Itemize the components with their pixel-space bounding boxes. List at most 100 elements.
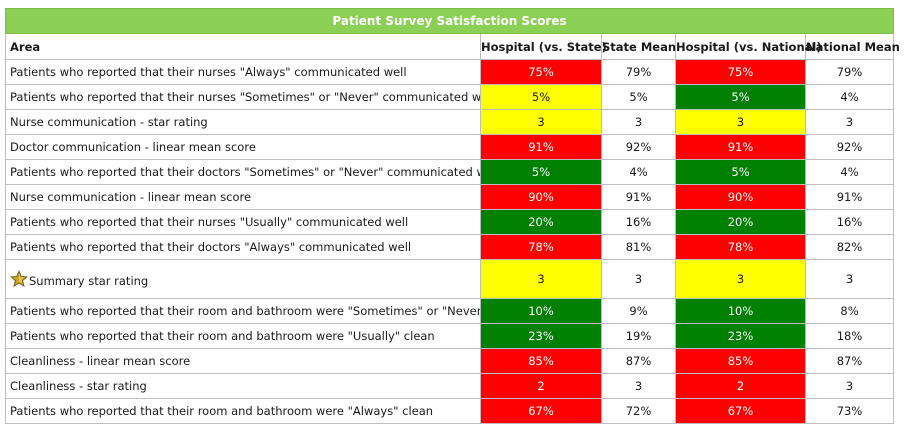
national-mean-cell: 91% [804,184,895,210]
survey-table: Patient Survey Satisfaction Scores Area … [4,8,900,424]
column-header-hospital-vs-national: Hospital (vs. National) [675,33,822,60]
hospital-vs-state-cell: 67% [480,398,602,424]
hospital-vs-state-cell: 10% [480,298,602,324]
row-area-label: Patients who reported that their nurses … [10,215,409,229]
row-area-cell: Nurse communication - star rating [5,109,481,135]
state-mean-cell: 3 [601,373,676,399]
table-body: Patients who reported that their nurses … [5,59,895,424]
state-mean-cell: 92% [601,134,676,160]
national-mean-cell: 73% [804,398,895,424]
hospital-vs-national-cell: 10% [675,298,806,324]
hospital-vs-state-cell: 91% [480,134,602,160]
national-mean-cell: 79% [804,59,895,85]
table-row: Cleanliness - star rating 2 3 2 3 [5,373,895,399]
row-area-label: Cleanliness - linear mean score [10,354,191,368]
row-area-label: Patients who reported that their room an… [10,304,481,318]
hospital-vs-state-cell: 2 [480,373,602,399]
hospital-vs-national-cell: 90% [675,184,806,210]
state-mean-cell: 79% [601,59,676,85]
row-area-label: Nurse communication - linear mean score [10,190,252,204]
state-mean-cell: 3 [601,109,676,135]
row-area-label: Nurse communication - star rating [10,115,208,129]
national-mean-cell: 8% [804,298,895,324]
hospital-vs-state-cell: 5% [480,84,602,110]
hospital-vs-national-cell: 85% [675,348,806,374]
hospital-vs-national-cell: 5% [675,159,806,185]
table-row: Nurse communication - star rating 3 3 3 3 [5,109,895,135]
state-mean-cell: 81% [601,234,676,260]
star-icon [9,269,29,288]
hospital-vs-national-cell: 3 [675,109,806,135]
national-mean-cell: 16% [804,209,895,235]
table-row: Patients who reported that their doctors… [5,234,895,260]
row-area-cell: Nurse communication - linear mean score [5,184,481,210]
state-mean-cell: 3 [601,259,676,299]
table-title: Patient Survey Satisfaction Scores [4,8,895,34]
table-row: Doctor communication - linear mean score… [5,134,895,160]
national-mean-cell: 82% [804,234,895,260]
row-area-label: Patients who reported that their room an… [10,329,435,343]
hospital-vs-national-cell: 75% [675,59,806,85]
column-header-area: Area [5,33,481,60]
row-area-cell: Patients who reported that their nurses … [5,209,481,235]
hospital-vs-national-cell: 5% [675,84,806,110]
table-row: Nurse communication - linear mean score 9… [5,184,895,210]
hospital-vs-national-cell: 67% [675,398,806,424]
hospital-vs-national-cell: 2 [675,373,806,399]
row-area-cell: Cleanliness - linear mean score [5,348,481,374]
national-mean-cell: 3 [804,373,895,399]
national-mean-cell: 87% [804,348,895,374]
table-row: Patients who reported that their nurses … [5,209,895,235]
row-area-cell: Doctor communication - linear mean score [5,134,481,160]
row-area-cell: Patients who reported that their doctors… [5,234,481,260]
table-row: Summary star rating 3 3 3 3 [5,259,895,299]
hospital-vs-state-cell: 20% [480,209,602,235]
row-area-label: Patients who reported that their doctors… [10,240,412,254]
national-mean-cell: 4% [804,84,895,110]
hospital-vs-state-cell: 78% [480,234,602,260]
table-row: Patients who reported that their doctors… [5,159,895,185]
row-area-label: Doctor communication - linear mean score [10,140,256,154]
hospital-vs-state-cell: 90% [480,184,602,210]
state-mean-cell: 87% [601,348,676,374]
state-mean-cell: 9% [601,298,676,324]
row-area-label: Patients who reported that their room an… [10,404,434,418]
row-area-cell: Cleanliness - star rating [5,373,481,399]
row-area-label: Patients who reported that their nurses … [10,65,407,79]
hospital-vs-state-cell: 75% [480,59,602,85]
column-header-national-mean: National Mean [804,33,900,60]
hospital-vs-state-cell: 23% [480,323,602,349]
hospital-vs-national-cell: 23% [675,323,806,349]
table-row: Patients who reported that their room an… [5,298,895,324]
state-mean-cell: 19% [601,323,676,349]
national-mean-cell: 3 [804,259,895,299]
state-mean-cell: 16% [601,209,676,235]
hospital-vs-state-cell: 5% [480,159,602,185]
row-area-cell: Patients who reported that their nurses … [5,59,481,85]
national-mean-cell: 18% [804,323,895,349]
hospital-vs-national-cell: 3 [675,259,806,299]
state-mean-cell: 4% [601,159,676,185]
national-mean-cell: 92% [804,134,895,160]
row-area-label: Cleanliness - star rating [10,379,147,393]
row-area-cell: Patients who reported that their room an… [5,398,481,424]
row-area-label: Patients who reported that their doctors… [10,165,481,179]
row-area-cell: Summary star rating [5,259,481,299]
row-area-label: Patients who reported that their nurses … [10,90,481,104]
survey-table-container: Patient Survey Satisfaction Scores Area … [4,8,900,424]
row-area-label: Summary star rating [29,274,149,288]
national-mean-cell: 4% [804,159,895,185]
hospital-vs-state-cell: 3 [480,259,602,299]
column-header-state-mean: State Mean [601,33,676,60]
row-area-cell: Patients who reported that their room an… [5,323,481,349]
table-row: Patients who reported that their nurses … [5,59,895,85]
table-row: Cleanliness - linear mean score 85% 87% 85%… [5,348,895,374]
column-header-hospital-vs-state: Hospital (vs. State) [480,33,607,60]
hospital-vs-national-cell: 20% [675,209,806,235]
state-mean-cell: 5% [601,84,676,110]
row-area-cell: Patients who reported that their doctors… [5,159,481,185]
table-row: Patients who reported that their nurses … [5,84,895,110]
row-area-cell: Patients who reported that their nurses … [5,84,481,110]
state-mean-cell: 91% [601,184,676,210]
hospital-vs-state-cell: 85% [480,348,602,374]
